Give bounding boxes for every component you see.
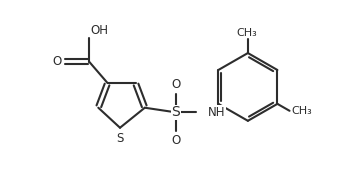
Text: OH: OH <box>90 24 108 37</box>
Text: O: O <box>53 55 62 68</box>
Text: S: S <box>116 132 124 145</box>
Text: O: O <box>171 78 181 91</box>
Text: CH₃: CH₃ <box>237 28 257 38</box>
Text: CH₃: CH₃ <box>291 106 312 116</box>
Text: S: S <box>171 105 180 119</box>
Text: O: O <box>171 134 181 147</box>
Text: NH: NH <box>208 106 225 119</box>
